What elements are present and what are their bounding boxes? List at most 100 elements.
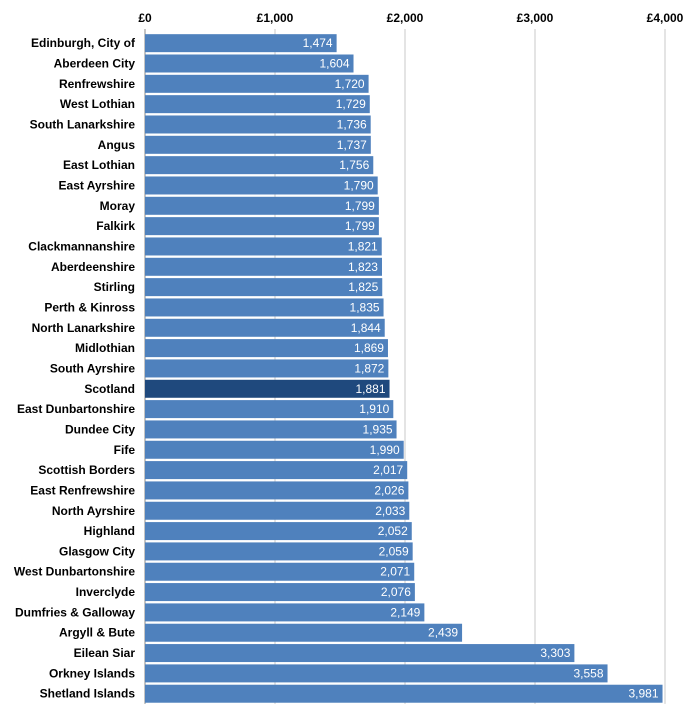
- x-tick-label: £3,000: [517, 11, 554, 25]
- data-label: 2,033: [375, 504, 405, 518]
- category-label: Moray: [100, 199, 136, 213]
- bar: [145, 156, 374, 175]
- bar: [145, 583, 415, 602]
- data-label: 1,869: [354, 341, 384, 355]
- category-label: Glasgow City: [59, 544, 135, 558]
- bar: [145, 481, 409, 500]
- bar: [145, 135, 371, 154]
- bar: [145, 359, 389, 378]
- category-label: West Lothian: [60, 97, 135, 111]
- x-tick-label: £2,000: [387, 11, 424, 25]
- data-label: 2,149: [390, 605, 420, 619]
- category-label: Stirling: [94, 280, 135, 294]
- category-label: West Dunbartonshire: [14, 565, 135, 579]
- bar: [145, 623, 463, 642]
- bar: [145, 339, 388, 358]
- data-label: 1,935: [363, 422, 393, 436]
- category-label: Eilean Siar: [74, 646, 136, 660]
- data-label: 1,756: [339, 158, 369, 172]
- category-label: Scotland: [84, 382, 135, 396]
- bar: [145, 379, 390, 398]
- bar: [145, 664, 608, 683]
- data-label: 1,825: [348, 280, 378, 294]
- bar: [145, 74, 369, 93]
- category-label: East Ayrshire: [59, 178, 136, 192]
- category-label: Inverclyde: [76, 585, 136, 599]
- data-label: 2,076: [381, 585, 411, 599]
- bar: [145, 34, 337, 53]
- bar: [145, 603, 425, 622]
- bar: [145, 461, 408, 480]
- bar: [145, 542, 413, 561]
- data-label: 1,474: [303, 36, 333, 50]
- category-labels: Edinburgh, City of Aberdeen City Renfrewsh…: [14, 36, 136, 701]
- bar: [145, 420, 397, 439]
- data-label: 1,604: [319, 56, 349, 70]
- category-label: Orkney Islands: [49, 666, 135, 680]
- bar: [145, 257, 382, 276]
- data-label: 1,844: [351, 321, 381, 335]
- data-label: 3,558: [574, 666, 604, 680]
- category-label: Edinburgh, City of: [31, 36, 136, 50]
- data-label: 2,071: [380, 565, 410, 579]
- category-label: Perth & Kinross: [44, 300, 135, 314]
- data-label: 1,737: [337, 138, 367, 152]
- bar: [145, 318, 385, 337]
- data-label: 1,729: [336, 97, 366, 111]
- category-label: East Lothian: [63, 158, 135, 172]
- category-label: Renfrewshire: [59, 77, 135, 91]
- category-label: Scottish Borders: [38, 463, 135, 477]
- bar: [145, 501, 410, 520]
- data-label: 1,736: [337, 117, 367, 131]
- data-label: 2,052: [378, 524, 408, 538]
- data-label: 1,990: [370, 443, 400, 457]
- bar: [145, 196, 379, 215]
- bar: [145, 237, 382, 256]
- bars: 1,474 1,604 1,720 1,729 1,736 1,737 1,756 1,790…: [145, 34, 663, 703]
- category-label: North Ayrshire: [52, 504, 135, 518]
- x-tick-label: £4,000: [647, 11, 684, 25]
- x-axis-ticks: £0 £1,000 £2,000 £3,000 £4,000: [138, 11, 683, 25]
- data-label: 1,872: [354, 361, 384, 375]
- data-label: 1,720: [335, 77, 365, 91]
- category-label: Dumfries & Galloway: [15, 605, 135, 619]
- bar: [145, 644, 575, 663]
- bar: [145, 54, 354, 73]
- data-label: 1,910: [359, 402, 389, 416]
- category-label: East Renfrewshire: [30, 483, 135, 497]
- category-label: Dundee City: [65, 422, 135, 436]
- bar: [145, 684, 663, 703]
- data-label: 1,823: [348, 260, 378, 274]
- bar: [145, 522, 412, 541]
- bar: [145, 440, 404, 459]
- category-label: Fife: [114, 443, 136, 457]
- category-label: Shetland Islands: [40, 687, 136, 701]
- bar: [145, 115, 371, 134]
- category-label: Highland: [84, 524, 135, 538]
- category-label: Argyll & Bute: [59, 626, 135, 640]
- bar: [145, 400, 394, 419]
- data-label: 3,303: [540, 646, 570, 660]
- data-label: 3,981: [628, 687, 658, 701]
- category-label: East Dunbartonshire: [17, 402, 135, 416]
- x-tick-label: £0: [138, 11, 152, 25]
- bar: [145, 562, 415, 581]
- data-label: 2,017: [373, 463, 403, 477]
- category-label: North Lanarkshire: [32, 321, 136, 335]
- category-label: Aberdeen City: [54, 56, 136, 70]
- data-label: 1,835: [350, 300, 380, 314]
- bar: [145, 176, 378, 195]
- category-label: South Lanarkshire: [30, 117, 136, 131]
- x-tick-label: £1,000: [257, 11, 294, 25]
- category-label: Aberdeenshire: [51, 260, 135, 274]
- category-label: Midlothian: [75, 341, 135, 355]
- category-label: Angus: [98, 138, 136, 152]
- bar: [145, 298, 384, 317]
- data-label: 1,799: [345, 219, 375, 233]
- category-label: Clackmannanshire: [28, 239, 135, 253]
- data-label: 1,881: [355, 382, 385, 396]
- data-label: 1,790: [344, 178, 374, 192]
- category-label: Falkirk: [96, 219, 135, 233]
- data-label: 2,059: [379, 544, 409, 558]
